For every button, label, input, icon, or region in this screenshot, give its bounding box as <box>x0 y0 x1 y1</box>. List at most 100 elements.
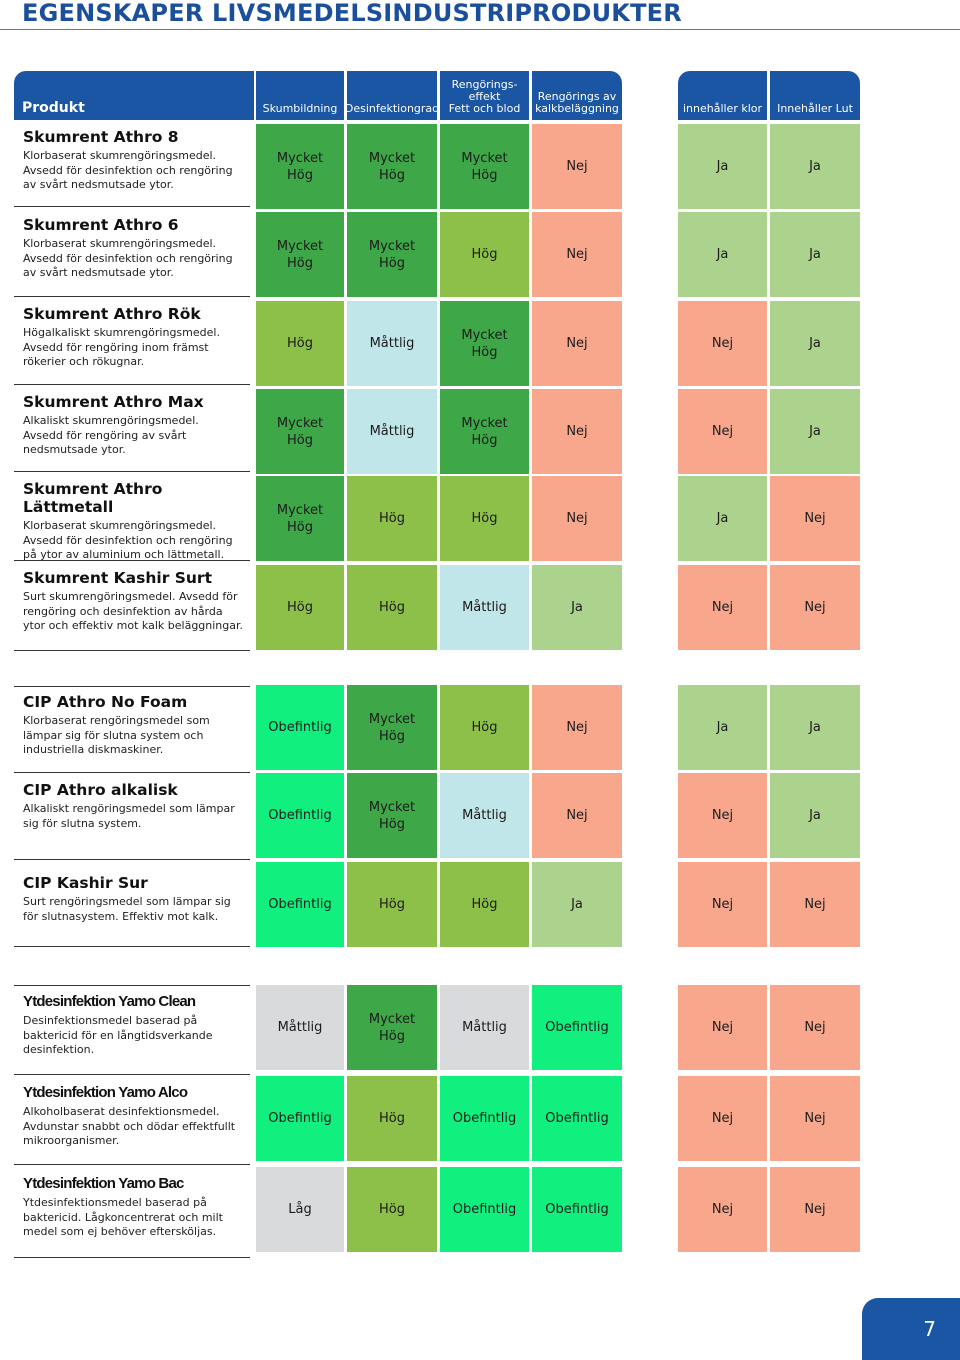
row-divider <box>14 1074 250 1075</box>
rating-cell-rengorings-av-kalkbelaggning: Nej <box>532 124 622 209</box>
rating-value: Nej <box>566 159 588 174</box>
rating-cell-innehaller-lut: Ja <box>770 301 860 386</box>
rating-cell-innehaller-klor: Nej <box>678 565 767 650</box>
product-name: Skumrent Athro Max <box>23 393 204 411</box>
rating-value: Obefintlig <box>545 1020 609 1035</box>
page-number: 7 <box>862 1298 960 1360</box>
header-label: Rengörings av kalkbeläggning <box>535 90 619 115</box>
product-description: Alkaliskt skumrengöringsmedel. Avsedd fö… <box>23 414 199 456</box>
rating-cell-desinfektiongrad: Mycket Hög <box>347 773 437 858</box>
rating-cell-skumbildning: Hög <box>256 565 344 650</box>
rating-cell-innehaller-klor: Nej <box>678 389 767 474</box>
rating-value: Nej <box>566 247 588 262</box>
row-divider <box>14 1257 250 1258</box>
header-rengorings-av-kalkbelaggning: Rengörings av kalkbeläggning <box>532 71 622 120</box>
rating-cell-rengorings-effekt-fett-och-blod: Obefintlig <box>440 1167 529 1252</box>
rating-value: Nej <box>711 1020 734 1035</box>
rating-value: Hög <box>287 600 313 615</box>
rating-cell-innehaller-lut: Nej <box>770 985 860 1070</box>
rating-cell-rengorings-effekt-fett-och-blod: Hög <box>440 476 529 561</box>
rating-cell-innehaller-lut: Ja <box>770 212 860 297</box>
row-divider <box>14 296 250 297</box>
rating-value: Måttlig <box>462 808 507 823</box>
product-name: Ytdesinfektion Yamo Clean <box>23 993 196 1010</box>
rating-value: Nej <box>711 336 734 351</box>
rating-value: Mycket Hög <box>461 327 508 360</box>
rating-cell-innehaller-lut: Nej <box>770 1167 860 1252</box>
rating-cell-desinfektiongrad: Hög <box>347 565 437 650</box>
rating-cell-innehaller-klor: Nej <box>678 1076 767 1161</box>
rating-cell-skumbildning: Måttlig <box>256 985 344 1070</box>
product-ytdesinfektion-yamo-clean: Ytdesinfektion Yamo Clean Desinfektionsme… <box>14 993 250 1058</box>
product-description: Ytdesinfektionsmedel baserad på bakteric… <box>23 1196 223 1238</box>
rating-cell-desinfektiongrad: Måttlig <box>347 389 437 474</box>
rating-value: Mycket Hög <box>461 150 508 183</box>
product-name: CIP Athro No Foam <box>23 693 188 711</box>
table-header: Produkt Skumbildning Desinfektiongrad Rengö… <box>14 71 860 120</box>
product-skumrent-athro-lattmetall: Skumrent Athro Lättmetall Klorbaserat sku… <box>14 480 250 563</box>
rating-value: Nej <box>711 1111 734 1126</box>
rating-cell-rengorings-effekt-fett-och-blod: Mycket Hög <box>440 389 529 474</box>
page-number-label: 7 <box>923 1317 936 1341</box>
rating-value: Obefintlig <box>268 720 332 735</box>
product-description: Högalkaliskt skumrengöringsmedel. Avsedd… <box>23 326 220 368</box>
rating-cell-desinfektiongrad: Mycket Hög <box>347 212 437 297</box>
product-description: Alkaliskt rengöringsmedel som lämpar sig… <box>23 802 235 830</box>
rating-value: Mycket Hög <box>276 238 324 271</box>
product-name: Skumrent Athro 6 <box>23 216 179 234</box>
rating-cell-rengorings-effekt-fett-och-blod: Måttlig <box>440 985 529 1070</box>
rating-cell-desinfektiongrad: Mycket Hög <box>347 985 437 1070</box>
rating-cell-innehaller-klor: Ja <box>678 685 767 770</box>
header-label: Rengörings- effekt Fett och blod <box>448 78 521 115</box>
rating-value: Ja <box>716 720 729 735</box>
row-divider <box>14 471 250 472</box>
row-divider <box>14 772 250 773</box>
rating-cell-innehaller-klor: Ja <box>678 124 767 209</box>
rating-value: Ja <box>809 424 821 439</box>
header-product: Produkt <box>14 71 254 120</box>
rating-value: Obefintlig <box>545 1111 609 1126</box>
header-innehaller-lut: Innehåller Lut <box>770 71 860 120</box>
rating-value: Ja <box>809 808 821 823</box>
rating-value: Måttlig <box>369 336 415 351</box>
rating-cell-skumbildning: Obefintlig <box>256 685 344 770</box>
rating-cell-rengorings-av-kalkbelaggning: Nej <box>532 685 622 770</box>
product-skumrent-athro-max: Skumrent Athro Max Alkaliskt skumrengörin… <box>14 393 250 458</box>
product-skumrent-athro-8: Skumrent Athro 8 Klorbaserat skumrengörin… <box>14 128 250 193</box>
rating-cell-skumbildning: Obefintlig <box>256 773 344 858</box>
row-divider <box>14 1164 250 1165</box>
rating-value: Ja <box>716 247 729 262</box>
row-divider <box>14 650 250 651</box>
rating-cell-desinfektiongrad: Hög <box>347 862 437 947</box>
rating-value: Nej <box>566 808 588 823</box>
rating-value: Obefintlig <box>268 897 332 912</box>
rating-value: Nej <box>566 720 588 735</box>
rating-value: Hög <box>379 511 405 526</box>
rating-value: Hög <box>379 1202 405 1217</box>
rating-value: Ja <box>809 247 821 262</box>
rating-value: Obefintlig <box>452 1111 517 1126</box>
rating-value: Hög <box>379 1111 405 1126</box>
rating-cell-rengorings-av-kalkbelaggning: Nej <box>532 301 622 386</box>
product-description: Surt skumrengöringsmedel. Avsedd för ren… <box>23 590 244 632</box>
rating-value: Hög <box>471 511 498 526</box>
rating-cell-desinfektiongrad: Måttlig <box>347 301 437 386</box>
rating-value: Nej <box>804 1111 826 1126</box>
rating-cell-innehaller-klor: Nej <box>678 1167 767 1252</box>
rating-value: Ja <box>716 511 729 526</box>
rating-cell-innehaller-klor: Ja <box>678 476 767 561</box>
rating-value: Mycket Hög <box>368 799 416 832</box>
product-name: Skumrent Athro Lättmetall <box>23 480 163 516</box>
product-name: CIP Kashir Sur <box>23 874 148 892</box>
rating-cell-innehaller-klor: Nej <box>678 985 767 1070</box>
product-skumrent-athro-rok: Skumrent Athro Rök Högalkaliskt skumrengö… <box>14 305 250 370</box>
rating-cell-innehaller-klor: Nej <box>678 301 767 386</box>
rating-value: Mycket Hög <box>276 150 324 183</box>
rating-cell-skumbildning: Mycket Hög <box>256 476 344 561</box>
row-divider <box>14 206 250 207</box>
product-cip-kashir-sur: CIP Kashir Sur Surt rengöringsmedel som l… <box>14 874 250 924</box>
rating-cell-innehaller-klor: Ja <box>678 212 767 297</box>
row-divider <box>14 560 250 561</box>
rating-cell-skumbildning: Hög <box>256 301 344 386</box>
rating-cell-rengorings-av-kalkbelaggning: Nej <box>532 389 622 474</box>
